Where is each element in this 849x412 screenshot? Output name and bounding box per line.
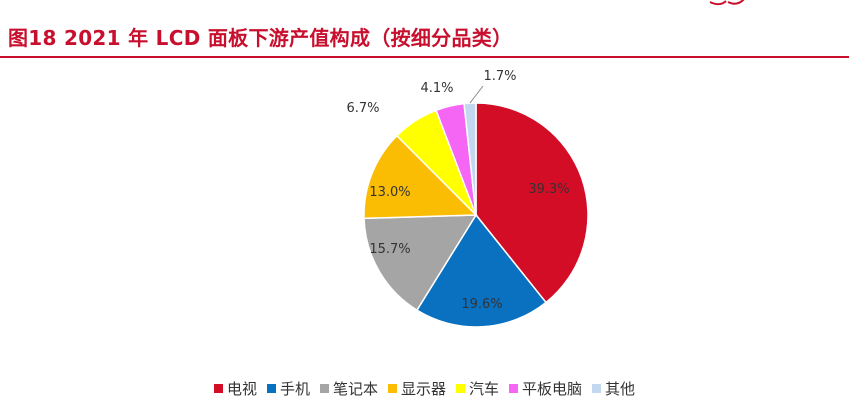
pie-slice-notebook	[363, 214, 478, 312]
legend-swatch	[509, 384, 519, 393]
slice-label-notebook: 15.7%	[369, 242, 410, 257]
legend-label: 汽车	[469, 380, 500, 398]
legend-swatch	[592, 384, 602, 393]
legend-swatch	[213, 384, 223, 393]
pie-slice-phone	[415, 213, 548, 328]
legend-item-notebook: 笔记本	[319, 378, 378, 399]
legend-swatch	[456, 384, 465, 393]
slice-label-phone: 19.6%	[461, 297, 502, 312]
legend-item-tablet: 平板电脑	[509, 378, 582, 399]
slice-label-tablet: 4.1%	[420, 81, 453, 96]
logo-mark-fragment	[709, 0, 745, 6]
legend-label: 电视	[226, 380, 257, 398]
legend-item-tv: 电视	[213, 378, 257, 399]
legend-item-other: 其他	[592, 378, 635, 399]
legend-swatch	[387, 384, 397, 393]
figure-title: 图18 2021 年 LCD 面板下游产值构成（按细分品类）	[8, 26, 513, 50]
legend-label: 平板电脑	[522, 380, 583, 398]
legend-item-monitor: 显示器	[387, 378, 446, 399]
legend-swatch	[319, 384, 329, 393]
legend-item-auto: 汽车	[456, 378, 499, 399]
legend-label: 显示器	[400, 380, 446, 398]
legend-item-phone: 手机	[266, 378, 310, 399]
legend-swatch	[266, 384, 276, 393]
slice-label-auto: 6.7%	[346, 101, 379, 116]
legend-label: 其他	[605, 380, 636, 398]
chart-legend: 电视 手机 笔记本 显示器 汽车 平板电脑 其他	[0, 378, 849, 399]
legend-label: 手机	[279, 380, 310, 398]
slice-label-other: 1.7%	[483, 69, 516, 84]
pie-slice-other	[463, 102, 477, 216]
leader-line-other	[469, 85, 484, 104]
slice-label-monitor: 13.0%	[369, 185, 410, 200]
slice-label-tv: 39.3%	[528, 182, 569, 197]
legend-label: 笔记本	[332, 380, 378, 398]
title-divider	[0, 56, 849, 58]
pie-slice-monitor	[363, 134, 478, 220]
pie-slice-tv	[475, 102, 589, 304]
